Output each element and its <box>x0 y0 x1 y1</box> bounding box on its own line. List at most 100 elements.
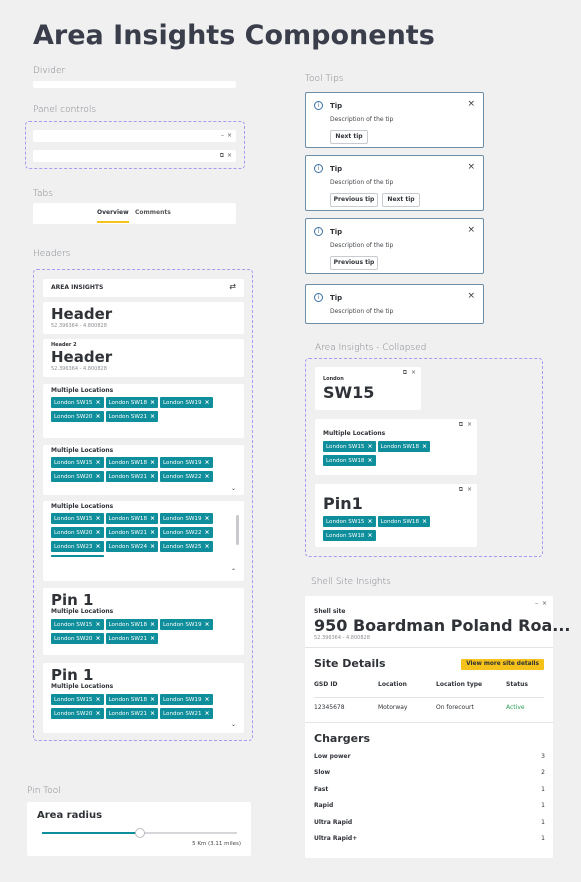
location-chip[interactable]: London SW21 × <box>105 471 159 482</box>
tab-overview[interactable]: Overview <box>97 209 129 223</box>
area-insights-header: AREA INSIGHTS ⇄ <box>43 279 244 297</box>
location-chip[interactable]: London SW15× <box>51 513 104 524</box>
previous-tip-button[interactable]: Previous tip <box>330 193 378 207</box>
location-chip[interactable]: London SW18 × <box>377 516 431 527</box>
multi-locations-card-3: Multiple Locations London SW15 × London S… <box>43 501 244 581</box>
site-details-heading: Site Details <box>314 657 386 670</box>
location-chip[interactable]: London SW18 × <box>323 530 376 541</box>
location-chip[interactable]: London SW20 × <box>51 633 104 644</box>
multi-locations-card-1: Multiple Locations London SW15 × London S… <box>43 384 244 438</box>
section-label-headers: Headers <box>33 249 71 259</box>
tooltip-title: Tip <box>330 165 343 173</box>
location-chip[interactable]: London SW18 × <box>105 619 159 630</box>
location-chip[interactable]: London SW22 × <box>160 527 213 538</box>
shell-site-label: Shell site <box>314 608 346 615</box>
area-radius-title: Area radius <box>37 810 103 821</box>
popout-icon[interactable]: ⧉ <box>458 421 463 428</box>
close-icon[interactable]: × <box>410 369 416 376</box>
location-chip[interactable]: London SW21 × <box>105 527 159 538</box>
close-icon[interactable]: × <box>467 225 475 235</box>
location-chip[interactable]: London SW18 × <box>105 513 159 524</box>
location-chip[interactable]: London SW24 × <box>105 541 159 552</box>
location-chip[interactable]: London SW23 × <box>51 541 104 552</box>
location-chip[interactable]: London SW18 × <box>105 397 159 408</box>
location-chip[interactable]: London SW18 × <box>105 457 159 468</box>
close-icon[interactable]: × <box>466 486 472 493</box>
section-label-divider: Divider <box>33 66 66 76</box>
location-chip[interactable]: London SW19 × <box>160 619 213 630</box>
header-card-1: Header 52.396364 - 4.800828 <box>43 302 244 334</box>
popout-icon[interactable]: ⧉ <box>402 369 407 376</box>
close-icon[interactable]: × <box>466 421 472 428</box>
chevron-down-icon[interactable]: ⌄ <box>230 485 236 492</box>
pin-title: Pin 1 <box>51 591 94 609</box>
location-chip[interactable]: London SW21 × <box>160 708 213 719</box>
swap-icon[interactable]: ⇄ <box>229 282 236 291</box>
scrollbar[interactable] <box>236 515 239 545</box>
location-chip[interactable]: London SW18 × <box>323 455 376 466</box>
location-chip[interactable]: London SW20 × <box>51 527 104 538</box>
close-icon[interactable]: × <box>541 600 547 607</box>
tooltip-4: i Tip Description of the tip × <box>305 284 484 324</box>
tooltip-description: Description of the tip <box>330 308 394 315</box>
chevron-up-icon[interactable]: ⌃ <box>230 568 236 575</box>
slider-thumb[interactable] <box>134 828 145 838</box>
location-chip[interactable]: London SW18 × <box>105 694 159 705</box>
headers-frame <box>33 269 253 741</box>
close-icon[interactable]: × <box>226 132 232 139</box>
location-chip[interactable]: London SW15× <box>51 619 104 630</box>
pin-card-2: Pin 1 Multiple Locations London SW15 × Lo… <box>43 663 244 733</box>
info-icon: i <box>314 101 323 110</box>
close-icon[interactable]: × <box>467 162 475 172</box>
location-chip[interactable]: London SW15× <box>323 516 376 527</box>
location-chip[interactable]: London SW21 × <box>105 708 159 719</box>
view-more-button[interactable]: View more site details <box>461 659 544 670</box>
popout-icon[interactable]: ⧉ <box>458 486 463 493</box>
tooltip-title: Tip <box>330 228 343 236</box>
multi-label: Multiple Locations <box>51 683 114 690</box>
section-label-pin-tool: Pin Tool <box>27 786 61 796</box>
location-chip[interactable]: London SW19 × <box>160 513 213 524</box>
close-icon[interactable]: × <box>226 152 232 159</box>
location-chip[interactable]: London SW19 × <box>160 457 213 468</box>
header2-label: Header 2 <box>51 342 77 348</box>
section-label-tool-tips: Tool Tips <box>305 74 344 84</box>
location-chip[interactable]: London SW25 × <box>160 541 213 552</box>
section-label-panel-controls: Panel controls <box>33 105 97 115</box>
next-tip-button[interactable]: Next tip <box>330 130 368 144</box>
location-chip[interactable]: London SW20 × <box>51 471 104 482</box>
chevron-down-icon[interactable]: ⌄ <box>230 721 236 728</box>
panel-controls-frame <box>25 121 245 169</box>
location-chip[interactable]: London SW22 × <box>160 471 213 482</box>
location-chip[interactable]: London SW21 × <box>105 633 159 644</box>
location-chip[interactable]: London SW18 × <box>377 441 431 452</box>
cell-gsd-id: 12345678 <box>314 704 345 711</box>
location-chip[interactable]: London SW15× <box>51 397 104 408</box>
next-tip-button[interactable]: Next tip <box>382 193 420 207</box>
location-chip[interactable]: London SW19 × <box>160 397 213 408</box>
section-label-collapsed: Area Insights - Collapsed <box>315 343 427 353</box>
location-chip[interactable]: London SW15× <box>51 555 104 557</box>
chargers-list: Low power 3 Slow 2 Fast 1 Rapid 1 Ultra Rapi… <box>314 748 545 847</box>
previous-tip-button[interactable]: Previous tip <box>330 256 378 270</box>
slider-track[interactable] <box>42 828 237 838</box>
minimize-icon[interactable]: – <box>221 132 224 139</box>
multi-locations-card-2: Multiple Locations London SW15 × London S… <box>43 445 244 495</box>
charger-row: Ultra Rapid+ 1 <box>314 835 545 843</box>
location-chip[interactable]: London SW19 × <box>160 694 213 705</box>
shell-site-coords: 52.396364 - 4.800828 <box>314 635 370 641</box>
location-chip[interactable]: London SW15× <box>323 441 376 452</box>
minimize-icon[interactable]: – <box>535 600 538 607</box>
location-chip[interactable]: London SW21 × <box>105 411 159 422</box>
location-chip[interactable]: London SW15× <box>51 694 104 705</box>
radius-value: 5 Km (3.11 miles) <box>192 841 241 847</box>
close-icon[interactable]: × <box>467 291 475 301</box>
close-icon[interactable]: × <box>467 99 475 109</box>
location-chip[interactable]: London SW15× <box>51 457 104 468</box>
tooltip-1: i Tip Description of the tip × Next tip <box>305 92 484 148</box>
location-chip[interactable]: London SW20 × <box>51 708 104 719</box>
location-chip[interactable]: London SW20 × <box>51 411 104 422</box>
popout-icon[interactable]: ⧉ <box>219 152 224 159</box>
multi-label: Multiple Locations <box>323 430 386 437</box>
tab-comments[interactable]: Comments <box>135 209 171 216</box>
